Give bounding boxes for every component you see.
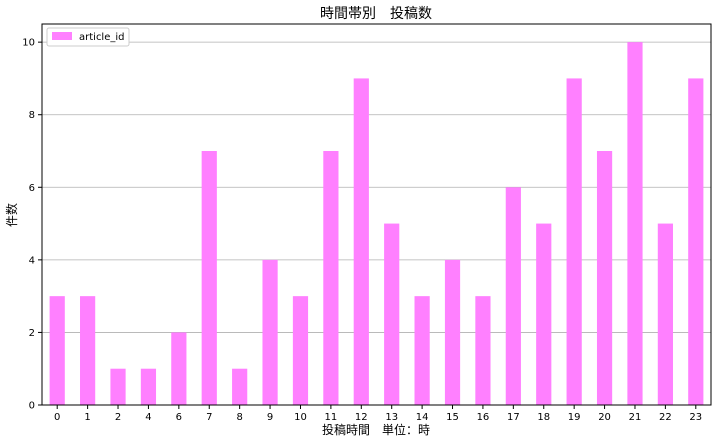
x-tick-label: 4: [145, 412, 151, 423]
x-tick-label: 18: [537, 412, 550, 423]
legend-label: article_id: [79, 32, 125, 43]
x-tick-label: 23: [689, 412, 702, 423]
x-tick-label: 7: [206, 412, 212, 423]
bars-group: [49, 42, 704, 406]
bar: [566, 78, 582, 405]
x-tick-label: 16: [477, 412, 490, 423]
bar: [171, 332, 187, 405]
y-tick-label: 8: [29, 110, 35, 121]
bar: [444, 259, 461, 405]
x-tick-label: 21: [629, 412, 642, 423]
plot-frame: [41, 23, 712, 406]
bar: [353, 78, 369, 405]
bar: [688, 78, 704, 405]
bar: [201, 151, 217, 405]
x-tick-label: 10: [294, 412, 307, 423]
bar: [140, 368, 157, 405]
bar: [505, 187, 521, 405]
y-tick-label: 2: [29, 328, 35, 339]
bar: [627, 42, 643, 406]
x-axis-title: 投稿時間 単位：時: [322, 422, 430, 437]
bar: [384, 223, 400, 405]
bar: [323, 151, 339, 405]
bar: [262, 259, 278, 405]
y-tick-label: 4: [29, 255, 35, 266]
x-tick-label: 14: [416, 412, 429, 423]
chart-title: 時間帯別 投稿数: [320, 6, 432, 22]
x-tick-label: 19: [568, 412, 581, 423]
x-tick-label: 8: [236, 412, 242, 423]
x-tick-label: 20: [598, 412, 611, 423]
x-tick-label: 6: [176, 412, 182, 423]
y-tick-label: 10: [22, 38, 35, 49]
x-tick-label: 9: [267, 412, 273, 423]
x-tick-label: 0: [54, 412, 60, 423]
bar: [110, 368, 126, 405]
legend-swatch: [52, 32, 72, 40]
bar: [596, 151, 613, 405]
y-axis: 0 2 4 6 8 10: [22, 38, 42, 412]
bar: [232, 368, 248, 405]
y-tick-label: 0: [29, 401, 35, 412]
y-axis-title: 件数: [4, 203, 19, 227]
x-tick-label: 2: [115, 412, 121, 423]
bar: [49, 296, 65, 405]
bar: [536, 223, 552, 405]
x-tick-label: 15: [446, 412, 459, 423]
x-tick-label: 1: [84, 412, 90, 423]
x-tick-label: 22: [659, 412, 672, 423]
y-tick-label: 6: [29, 183, 35, 194]
x-tick-label: 11: [325, 412, 338, 423]
x-tick-label: 13: [385, 412, 398, 423]
x-axis: 0 1 2 4 6 7 8 9 10 11 12 13 14 15 16 17 18 19 20 21 22 23: [54, 405, 702, 423]
bar: [414, 296, 430, 405]
bar: [80, 296, 96, 405]
bar: [657, 223, 673, 405]
x-tick-label: 12: [355, 412, 368, 423]
legend: article_id: [46, 27, 130, 47]
bar: [475, 296, 491, 405]
x-tick-label: 17: [507, 412, 520, 423]
bar: [292, 296, 309, 405]
